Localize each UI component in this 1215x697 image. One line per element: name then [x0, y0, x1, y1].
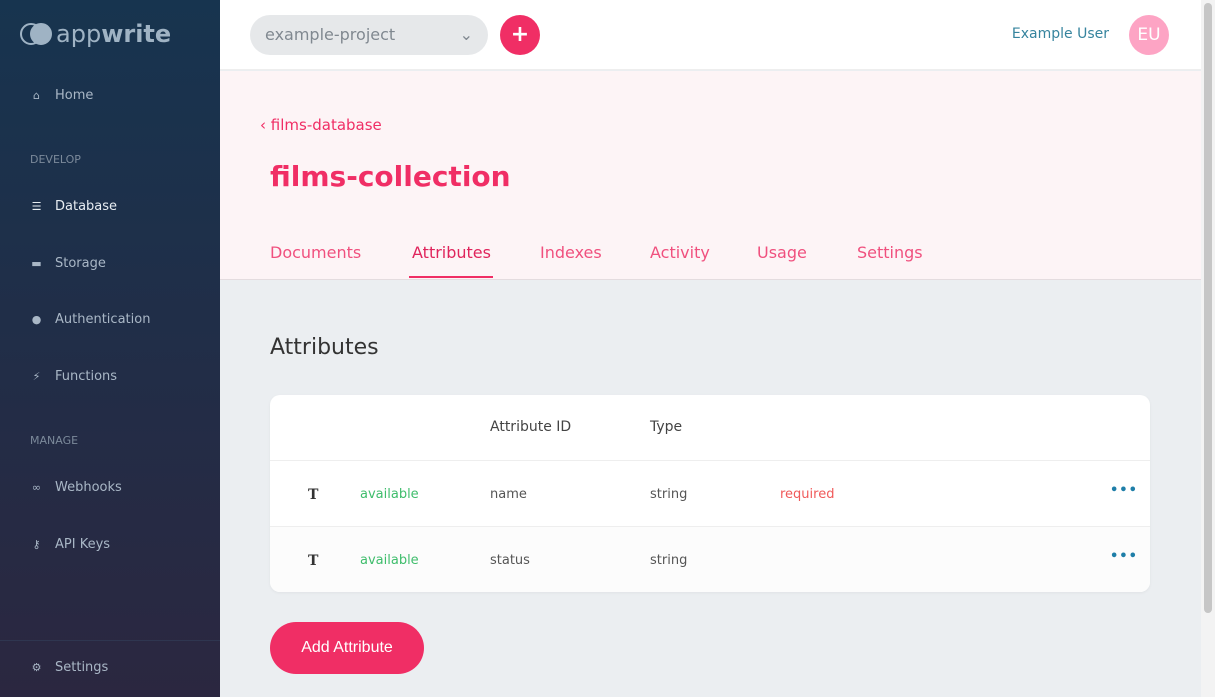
logo-text: app [56, 20, 102, 48]
breadcrumb-back-link[interactable]: ‹ films-database [260, 116, 382, 134]
column-type: Type [650, 419, 683, 435]
section-develop: DEVELOP [30, 153, 81, 166]
table-header: Attribute ID Type [270, 395, 1150, 461]
topbar: example-project ⌄ + Example User EU [220, 0, 1201, 70]
required-label: required [780, 487, 835, 502]
logo-icon [20, 23, 52, 45]
attribute-id: status [490, 553, 530, 568]
sidebar-item-label: Storage [55, 256, 106, 271]
sidebar-item-home[interactable]: ⌂ Home [30, 88, 93, 103]
chevron-down-icon: ⌄ [459, 25, 473, 44]
sidebar-item-settings[interactable]: ⚙ Settings [30, 660, 109, 675]
tab-attributes[interactable]: Attributes [412, 243, 491, 262]
page-title: films-collection [270, 160, 511, 193]
text-type-icon: T [308, 487, 319, 503]
database-icon: ☰ [31, 200, 42, 213]
chevron-left-icon: ‹ [260, 116, 271, 134]
avatar[interactable]: EU [1129, 15, 1169, 55]
link-icon: ∞ [31, 481, 42, 494]
sidebar-item-label: Database [55, 199, 118, 214]
page-header: ‹ films-database films-collection Docume… [220, 71, 1201, 280]
section-heading: Attributes [270, 335, 379, 360]
tab-activity[interactable]: Activity [650, 243, 710, 262]
table-row: T available name string required ••• [270, 460, 1150, 526]
sidebar-item-label: Authentication [55, 312, 151, 327]
attributes-table: Attribute ID Type T available name strin… [270, 395, 1150, 592]
user-name-link[interactable]: Example User [1011, 26, 1109, 42]
status-badge: available [360, 553, 419, 568]
text-type-icon: T [308, 553, 319, 569]
sidebar-item-label: Functions [55, 369, 118, 384]
scrollbar[interactable] [1201, 0, 1215, 697]
attribute-type: string [650, 553, 688, 568]
tab-documents[interactable]: Documents [270, 243, 362, 262]
sidebar-item-database[interactable]: ☰ Database [30, 199, 117, 214]
bolt-icon: ⚡ [32, 370, 41, 383]
home-icon: ⌂ [33, 89, 40, 102]
add-project-button[interactable]: + [500, 15, 540, 55]
column-attribute-id: Attribute ID [490, 419, 572, 435]
sidebar-item-webhooks[interactable]: ∞ Webhooks [30, 480, 122, 495]
sidebar-footer [0, 640, 220, 697]
sidebar-item-functions[interactable]: ⚡ Functions [30, 369, 117, 384]
add-attribute-button[interactable]: Add Attribute [270, 622, 424, 674]
tab-settings[interactable]: Settings [857, 243, 923, 262]
project-select[interactable]: example-project ⌄ [250, 15, 488, 55]
attribute-type: string [650, 487, 688, 502]
sidebar-item-api-keys[interactable]: ⚷ API Keys [30, 537, 110, 552]
sidebar-item-label: Home [55, 88, 94, 103]
table-row: T available status string ••• [270, 526, 1150, 592]
scrollbar-thumb[interactable] [1204, 3, 1212, 613]
sidebar-item-label: Webhooks [55, 480, 122, 495]
active-tab-indicator [409, 276, 493, 278]
section-manage: MANAGE [30, 434, 79, 447]
tab-indexes[interactable]: Indexes [540, 243, 602, 262]
sidebar-item-label: Settings [55, 660, 109, 675]
project-name: example-project [265, 25, 396, 44]
appwrite-logo[interactable]: appwrite [20, 20, 171, 48]
breadcrumb-label: films-database [270, 116, 382, 134]
sidebar: appwrite ⌂ Home DEVELOP ☰ Database ▬ Storag… [0, 0, 220, 697]
sidebar-item-authentication[interactable]: ● Authentication [30, 312, 151, 327]
attribute-id: name [490, 487, 527, 502]
status-badge: available [360, 487, 419, 502]
users-icon: ● [31, 313, 42, 326]
folder-icon: ▬ [31, 257, 42, 270]
more-options-icon[interactable]: ••• [1110, 549, 1138, 564]
sidebar-item-storage[interactable]: ▬ Storage [30, 256, 106, 271]
key-icon: ⚷ [32, 538, 41, 551]
tab-usage[interactable]: Usage [757, 243, 807, 262]
logo-text-bold: write [101, 20, 172, 48]
sidebar-item-label: API Keys [55, 537, 111, 552]
more-options-icon[interactable]: ••• [1110, 483, 1138, 498]
gear-icon: ⚙ [31, 661, 42, 674]
